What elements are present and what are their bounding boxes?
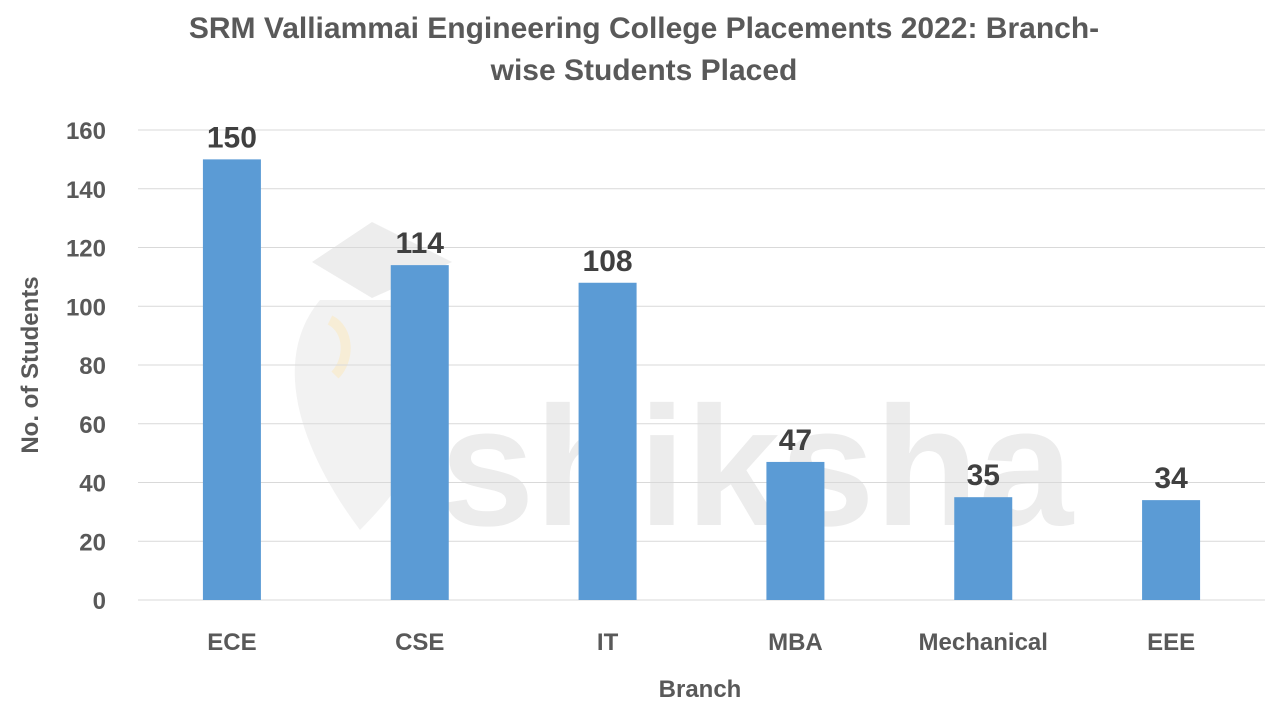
y-tick-label: 120	[66, 236, 106, 263]
bar	[766, 461, 825, 600]
x-tick-label: ECE	[207, 629, 256, 656]
y-tick-label: 60	[79, 412, 106, 439]
data-label: 108	[583, 245, 633, 278]
bar	[578, 282, 637, 600]
y-tick-label: 40	[79, 471, 106, 498]
x-tick-label: IT	[597, 629, 619, 656]
y-tick-label: 160	[66, 118, 106, 145]
y-tick-label: 20	[79, 529, 106, 556]
x-axis-title: Branch	[659, 676, 742, 703]
y-tick-label: 0	[93, 588, 106, 615]
data-label: 114	[396, 227, 445, 260]
x-tick-label: CSE	[395, 629, 444, 656]
y-tick-label: 100	[66, 294, 106, 321]
y-tick-label: 80	[79, 353, 106, 380]
y-tick-label: 140	[66, 177, 106, 204]
bar	[954, 497, 1013, 600]
y-axis-ticks: 0 20 40 60 80 100 120 140 160	[66, 118, 106, 615]
bar	[202, 159, 261, 600]
x-tick-label: MBA	[768, 629, 823, 656]
data-labels: 150 114 108 47 35 34	[207, 121, 1188, 495]
x-axis-ticks: ECE CSE IT MBA Mechanical EEE	[207, 629, 1195, 656]
x-tick-label: Mechanical	[919, 629, 1048, 656]
data-label: 150	[207, 121, 257, 154]
chart-title-line-2: wise Students Placed	[490, 54, 798, 87]
bars	[202, 159, 1201, 600]
data-label: 34	[1154, 462, 1188, 495]
data-label: 35	[967, 459, 1000, 492]
data-label: 47	[779, 424, 812, 457]
bar	[1142, 500, 1201, 600]
y-axis-title: No. of Students	[17, 276, 44, 453]
x-tick-label: EEE	[1147, 629, 1195, 656]
gridlines	[138, 129, 1265, 601]
bar	[390, 265, 449, 600]
chart-title-line-1: SRM Valliammai Engineering College Place…	[189, 12, 1099, 45]
